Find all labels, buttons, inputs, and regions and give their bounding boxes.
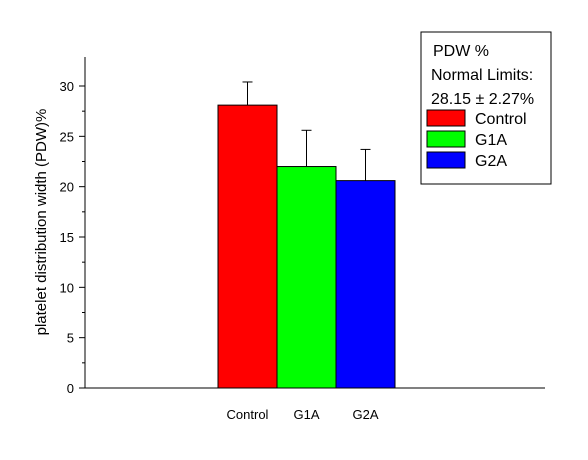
legend-label-control: Control: [475, 111, 527, 128]
legend-label-g1a: G1A: [475, 132, 507, 149]
legend-entries: Control G1A G2A: [426, 109, 527, 170]
legend: PDW % Normal Limits: 28.15 ± 2.27% Contr…: [420, 31, 552, 185]
y-tick-label: 30: [60, 79, 74, 94]
error-bars-layer: [242, 81, 371, 181]
bar-g2a: [335, 180, 396, 389]
legend-swatch-g2a: [426, 151, 466, 169]
y-tick-label: 15: [60, 230, 74, 245]
y-tick-label: 5: [67, 331, 74, 346]
legend-header-line-1: PDW %: [433, 43, 489, 60]
x-tick-label: G2A: [352, 407, 378, 422]
legend-swatch-control: [426, 109, 466, 127]
x-tick-label: Control: [227, 407, 269, 422]
y-tick-label: 10: [60, 280, 74, 295]
legend-swatch-g1a: [426, 130, 466, 148]
legend-header-line-3: 28.15 ± 2.27%: [431, 91, 534, 108]
x-ticks: Control G1A G2A: [227, 407, 379, 422]
y-axis-title: platelet distribution width (PDW)%: [33, 109, 50, 336]
bar-g1a: [276, 166, 337, 389]
y-ticks: 0 5 10 15 20 25 30: [60, 79, 85, 396]
y-tick-label: 20: [60, 180, 74, 195]
y-tick-label: 0: [67, 381, 74, 396]
x-tick-label: G1A: [293, 407, 319, 422]
legend-header-line-2: Normal Limits:: [431, 67, 533, 84]
y-tick-label: 25: [60, 129, 74, 144]
legend-label-g2a: G2A: [475, 153, 507, 170]
bar-control: [217, 104, 278, 389]
